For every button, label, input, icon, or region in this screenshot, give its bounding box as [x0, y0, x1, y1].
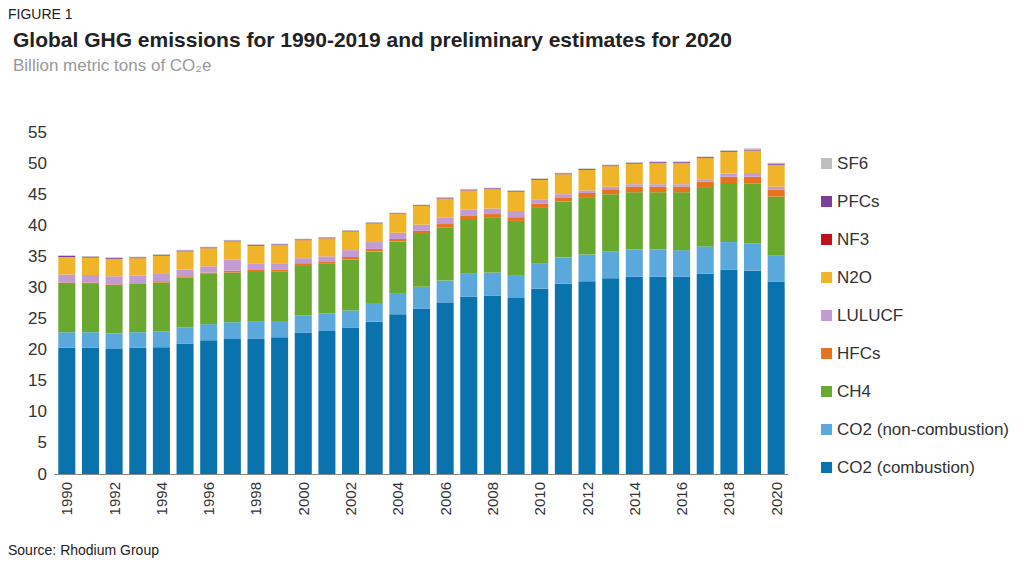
svg-text:40: 40	[28, 216, 47, 235]
svg-text:2004: 2004	[389, 482, 406, 515]
svg-text:1992: 1992	[106, 482, 123, 515]
svg-text:45: 45	[28, 185, 47, 204]
svg-text:Global GHG emissions for 1990-: Global GHG emissions for 1990-2019 and p…	[13, 28, 732, 51]
svg-text:55: 55	[28, 123, 47, 142]
svg-text:1998: 1998	[247, 482, 264, 515]
svg-text:CH4: CH4	[837, 382, 871, 401]
svg-text:25: 25	[28, 309, 47, 328]
svg-text:0: 0	[38, 465, 47, 484]
svg-text:SF6: SF6	[837, 154, 868, 173]
svg-text:15: 15	[28, 371, 47, 390]
svg-text:10: 10	[28, 402, 47, 421]
svg-text:2008: 2008	[484, 482, 501, 515]
svg-text:HFCs: HFCs	[837, 344, 880, 363]
svg-text:Billion metric tons of CO₂e: Billion metric tons of CO₂e	[13, 56, 211, 75]
svg-text:2012: 2012	[579, 482, 596, 515]
svg-text:Source: Rhodium Group: Source: Rhodium Group	[8, 542, 159, 558]
svg-text:35: 35	[28, 247, 47, 266]
svg-text:1990: 1990	[58, 482, 75, 515]
svg-text:1994: 1994	[153, 482, 170, 515]
svg-text:2018: 2018	[720, 482, 737, 515]
svg-text:5: 5	[38, 433, 47, 452]
svg-text:2016: 2016	[673, 482, 690, 515]
svg-text:CO2 (combustion): CO2 (combustion)	[837, 458, 975, 477]
svg-text:1996: 1996	[200, 482, 217, 515]
svg-text:NF3: NF3	[837, 230, 869, 249]
svg-text:50: 50	[28, 154, 47, 173]
svg-text:2002: 2002	[342, 482, 359, 515]
svg-text:20: 20	[28, 340, 47, 359]
svg-text:2010: 2010	[531, 482, 548, 515]
svg-text:2000: 2000	[295, 482, 312, 515]
svg-text:CO2 (non-combustion): CO2 (non-combustion)	[837, 420, 1009, 439]
svg-text:30: 30	[28, 278, 47, 297]
svg-text:FIGURE 1: FIGURE 1	[8, 6, 73, 22]
svg-text:2014: 2014	[626, 482, 643, 515]
svg-text:PFCs: PFCs	[837, 192, 880, 211]
svg-text:N2O: N2O	[837, 268, 872, 287]
svg-text:2006: 2006	[437, 482, 454, 515]
svg-text:LULUCF: LULUCF	[837, 306, 903, 325]
svg-text:2020: 2020	[768, 482, 785, 515]
